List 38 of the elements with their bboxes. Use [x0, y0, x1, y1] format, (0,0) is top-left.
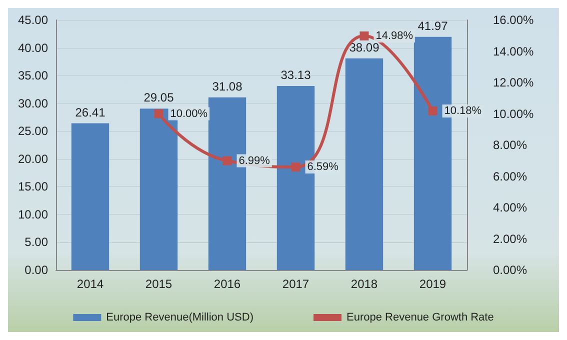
data-label: 10.00%: [170, 108, 208, 120]
y2-tick-label: 8.00%: [493, 138, 528, 152]
legend-label: Europe Revenue Growth Rate: [346, 312, 494, 324]
y-tick-label: 30.00: [18, 96, 48, 110]
y2-tick-label: 14.00%: [493, 44, 534, 58]
y-tick-label: 0.00: [24, 263, 48, 277]
y2-tick-label: 6.00%: [493, 169, 528, 184]
x-tick-label: 2019: [419, 277, 446, 291]
data-label: 6.59%: [307, 161, 339, 174]
x-tick-label: 2014: [76, 277, 104, 291]
legend-label: Europe Revenue(Million USD): [106, 312, 254, 324]
y2-tick-label: 16.00%: [493, 13, 534, 27]
x-tick-label: 2015: [145, 277, 172, 291]
y-tick-label: 5.00: [24, 235, 48, 250]
y-tick-label: 35.00: [18, 68, 48, 83]
data-label: 31.08: [212, 79, 243, 94]
x-tick-label: 2016: [214, 277, 241, 291]
data-label: 29.05: [144, 90, 174, 105]
y-tick-label: 10.00: [18, 207, 48, 222]
data-label: 33.13: [280, 68, 312, 82]
data-label: 38.09: [349, 40, 380, 54]
data-label: 26.41: [75, 105, 106, 120]
data-label: 14.98%: [376, 30, 414, 42]
data-label: 10.18%: [444, 104, 482, 117]
y-tick-label: 40.00: [18, 40, 48, 55]
y2-tick-label: 12.00%: [493, 76, 534, 90]
y-tick-label: 45.00: [18, 13, 48, 27]
y2-tick-label: 2.00%: [493, 232, 528, 246]
x-tick-label: 2017: [282, 277, 310, 291]
y-tick-label: 15.00: [18, 180, 48, 194]
data-label: 41.97: [418, 18, 448, 33]
y2-tick-label: 4.00%: [493, 200, 528, 214]
y-tick-label: 20.00: [18, 152, 48, 166]
y2-tick-label: 0.00%: [493, 263, 528, 277]
y2-tick-label: 10.00%: [493, 106, 534, 121]
x-tick-label: 2018: [350, 277, 378, 291]
y-tick-label: 25.00: [18, 124, 48, 138]
data-label: 6.99%: [238, 154, 270, 167]
